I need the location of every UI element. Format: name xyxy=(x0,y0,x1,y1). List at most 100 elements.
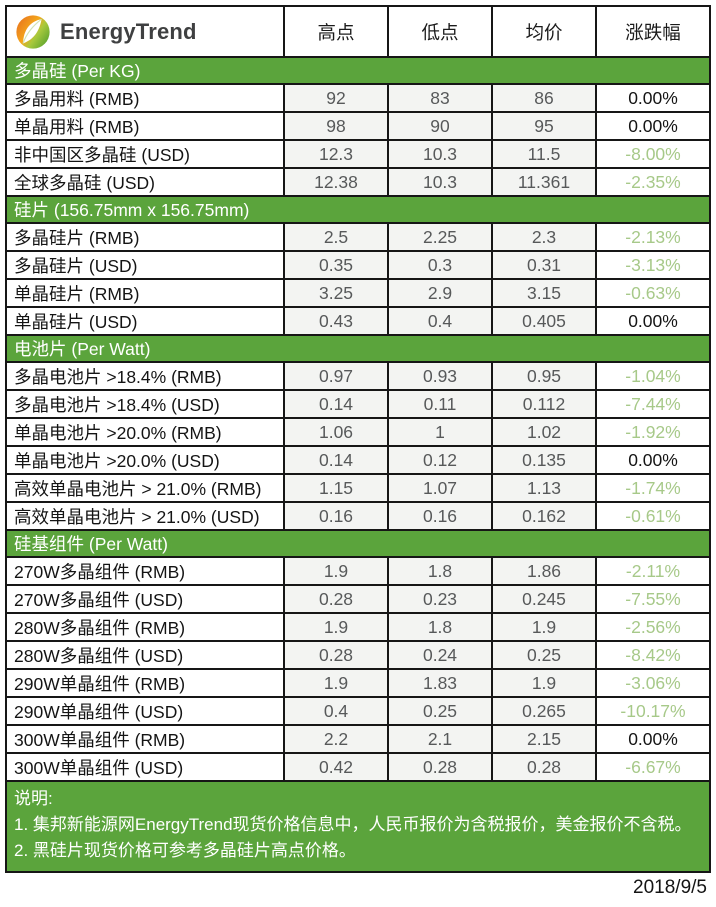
change-value: -6.67% xyxy=(597,754,709,780)
row-label: 单晶硅片 (RMB) xyxy=(7,280,285,306)
table-row: 单晶电池片 >20.0% (RMB) 1.06 1 1.02 -1.92% xyxy=(7,417,709,445)
change-value: -7.55% xyxy=(597,586,709,612)
row-label: 280W多晶组件 (RMB) xyxy=(7,614,285,640)
row-label: 全球多晶硅 (USD) xyxy=(7,169,285,195)
energytrend-logo-icon xyxy=(14,13,52,51)
high-value: 98 xyxy=(285,113,389,139)
row-label: 单晶硅片 (USD) xyxy=(7,308,285,334)
low-value: 2.25 xyxy=(389,224,493,250)
avg-value: 11.5 xyxy=(493,141,597,167)
change-value: -3.06% xyxy=(597,670,709,696)
low-value: 0.93 xyxy=(389,363,493,389)
change-value: -0.61% xyxy=(597,503,709,529)
table-body: 多晶硅 (Per KG) 多晶用料 (RMB) 92 83 86 0.00% 单晶用料 (R… xyxy=(7,56,709,780)
high-value: 1.15 xyxy=(285,475,389,501)
avg-value: 0.112 xyxy=(493,391,597,417)
table-row: 290W单晶组件 (RMB) 1.9 1.83 1.9 -3.06% xyxy=(7,668,709,696)
table-row: 非中国区多晶硅 (USD) 12.3 10.3 11.5 -8.00% xyxy=(7,139,709,167)
table-row: 高效单晶电池片 > 21.0% (RMB) 1.15 1.07 1.13 -1.74% xyxy=(7,473,709,501)
table-row: 270W多晶组件 (RMB) 1.9 1.8 1.86 -2.11% xyxy=(7,556,709,584)
avg-value: 0.245 xyxy=(493,586,597,612)
low-value: 0.24 xyxy=(389,642,493,668)
table-row: 280W多晶组件 (USD) 0.28 0.24 0.25 -8.42% xyxy=(7,640,709,668)
high-value: 0.14 xyxy=(285,391,389,417)
high-value: 1.9 xyxy=(285,614,389,640)
change-value: -7.44% xyxy=(597,391,709,417)
section-header: 硅基组件 (Per Watt) xyxy=(7,529,709,556)
row-label: 单晶电池片 >20.0% (RMB) xyxy=(7,419,285,445)
column-header-change: 涨跌幅 xyxy=(597,7,709,56)
change-value: -1.74% xyxy=(597,475,709,501)
avg-value: 1.9 xyxy=(493,670,597,696)
avg-value: 1.13 xyxy=(493,475,597,501)
row-label: 290W单晶组件 (RMB) xyxy=(7,670,285,696)
avg-value: 0.405 xyxy=(493,308,597,334)
high-value: 0.43 xyxy=(285,308,389,334)
notes-section: 说明: 1. 集邦新能源网EnergyTrend现货价格信息中，人民币报价为含税… xyxy=(7,780,709,871)
low-value: 0.12 xyxy=(389,447,493,473)
row-label: 高效单晶电池片 > 21.0% (USD) xyxy=(7,503,285,529)
low-value: 2.1 xyxy=(389,726,493,752)
high-value: 0.16 xyxy=(285,503,389,529)
low-value: 83 xyxy=(389,85,493,111)
change-value: -2.13% xyxy=(597,224,709,250)
high-value: 0.35 xyxy=(285,252,389,278)
table-row: 单晶电池片 >20.0% (USD) 0.14 0.12 0.135 0.00% xyxy=(7,445,709,473)
row-label: 300W单晶组件 (RMB) xyxy=(7,726,285,752)
change-value: 0.00% xyxy=(597,308,709,334)
avg-value: 11.361 xyxy=(493,169,597,195)
low-value: 2.9 xyxy=(389,280,493,306)
high-value: 3.25 xyxy=(285,280,389,306)
change-value: -2.11% xyxy=(597,558,709,584)
note-line: 1. 集邦新能源网EnergyTrend现货价格信息中，人民币报价为含税报价，美… xyxy=(14,815,692,834)
table-row: 300W单晶组件 (USD) 0.42 0.28 0.28 -6.67% xyxy=(7,752,709,780)
high-value: 0.4 xyxy=(285,698,389,724)
change-value: -10.17% xyxy=(597,698,709,724)
high-value: 0.97 xyxy=(285,363,389,389)
column-header-avg: 均价 xyxy=(493,7,597,56)
avg-value: 0.31 xyxy=(493,252,597,278)
table-row: 单晶硅片 (RMB) 3.25 2.9 3.15 -0.63% xyxy=(7,278,709,306)
section-header: 电池片 (Per Watt) xyxy=(7,334,709,361)
brand-name: EnergyTrend xyxy=(60,18,197,44)
table-row: 280W多晶组件 (RMB) 1.9 1.8 1.9 -2.56% xyxy=(7,612,709,640)
table-row: 单晶用料 (RMB) 98 90 95 0.00% xyxy=(7,111,709,139)
avg-value: 0.265 xyxy=(493,698,597,724)
table-row: 多晶电池片 >18.4% (RMB) 0.97 0.93 0.95 -1.04% xyxy=(7,361,709,389)
low-value: 0.25 xyxy=(389,698,493,724)
row-label: 多晶硅片 (USD) xyxy=(7,252,285,278)
low-value: 0.11 xyxy=(389,391,493,417)
row-label: 280W多晶组件 (USD) xyxy=(7,642,285,668)
high-value: 92 xyxy=(285,85,389,111)
high-value: 12.3 xyxy=(285,141,389,167)
row-label: 单晶电池片 >20.0% (USD) xyxy=(7,447,285,473)
table-row: 全球多晶硅 (USD) 12.38 10.3 11.361 -2.35% xyxy=(7,167,709,195)
section-header: 硅片 (156.75mm x 156.75mm) xyxy=(7,195,709,222)
table-row: 多晶硅片 (RMB) 2.5 2.25 2.3 -2.13% xyxy=(7,222,709,250)
row-label: 高效单晶电池片 > 21.0% (RMB) xyxy=(7,475,285,501)
avg-value: 1.02 xyxy=(493,419,597,445)
change-value: 0.00% xyxy=(597,85,709,111)
high-value: 0.28 xyxy=(285,642,389,668)
brand: EnergyTrend xyxy=(7,7,285,56)
table-header-row: EnergyTrend 高点 低点 均价 涨跌幅 xyxy=(7,7,709,56)
row-label: 300W单晶组件 (USD) xyxy=(7,754,285,780)
change-value: -0.63% xyxy=(597,280,709,306)
low-value: 90 xyxy=(389,113,493,139)
change-value: -8.00% xyxy=(597,141,709,167)
column-header-high: 高点 xyxy=(285,7,389,56)
row-label: 270W多晶组件 (USD) xyxy=(7,586,285,612)
avg-value: 0.25 xyxy=(493,642,597,668)
high-value: 2.2 xyxy=(285,726,389,752)
low-value: 0.23 xyxy=(389,586,493,612)
high-value: 1.9 xyxy=(285,670,389,696)
report-date: 2018/9/5 xyxy=(633,877,707,898)
high-value: 1.9 xyxy=(285,558,389,584)
note-line: 2. 黑硅片现货价格可参考多晶硅片高点价格。 xyxy=(14,841,356,860)
column-header-low: 低点 xyxy=(389,7,493,56)
low-value: 1.8 xyxy=(389,614,493,640)
row-label: 290W单晶组件 (USD) xyxy=(7,698,285,724)
avg-value: 95 xyxy=(493,113,597,139)
avg-value: 0.28 xyxy=(493,754,597,780)
